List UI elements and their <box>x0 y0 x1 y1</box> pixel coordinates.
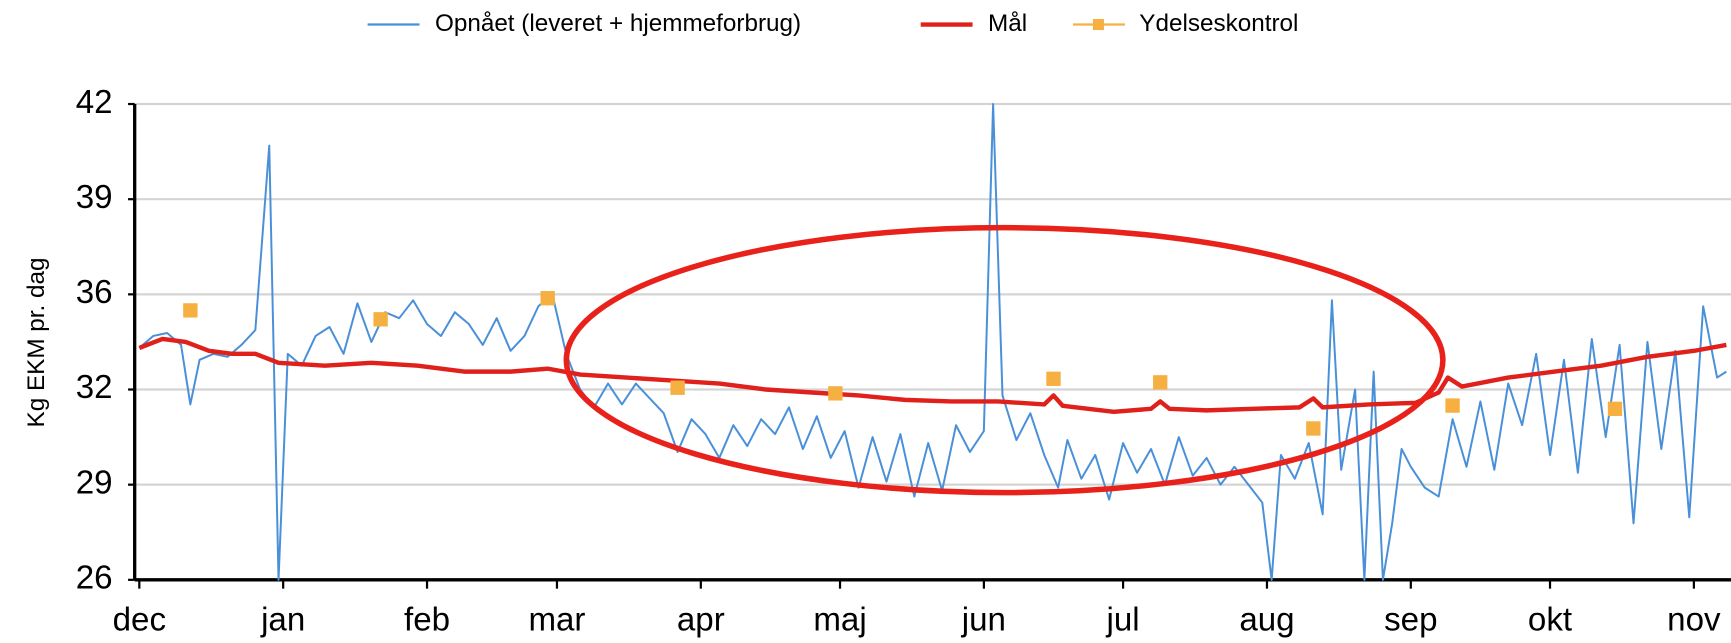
y-tick-label: 42 <box>76 84 113 121</box>
highlight-ellipse <box>563 224 1446 496</box>
marker <box>670 380 685 395</box>
marker <box>540 291 555 306</box>
x-tick-label: maj <box>813 602 866 639</box>
marker <box>183 303 198 318</box>
y-axis-label: Kg EKM pr. dag <box>23 257 50 427</box>
marker <box>828 386 843 401</box>
y-tick-label: 26 <box>76 560 113 597</box>
x-tick-label: feb <box>404 602 450 639</box>
marker <box>373 312 388 327</box>
x-tick-label: aug <box>1239 602 1294 639</box>
marker <box>1306 421 1321 436</box>
y-tick-label: 36 <box>76 274 113 311</box>
x-tick-label: nov <box>1667 602 1721 639</box>
x-tick-label: mar <box>528 602 585 639</box>
x-tick-label: jun <box>961 602 1006 639</box>
y-tick-label: 32 <box>76 369 113 406</box>
series-line <box>138 103 1727 581</box>
marker <box>1607 401 1623 417</box>
x-tick-label: apr <box>677 602 725 639</box>
legend-label: Ydelseskontrol <box>1139 10 1298 37</box>
x-tick-label: dec <box>113 602 166 639</box>
marker <box>1445 398 1460 413</box>
marker <box>1153 375 1168 390</box>
y-tick-label: 29 <box>76 464 113 501</box>
legend-label: Mål <box>988 10 1027 37</box>
x-tick-label: sep <box>1384 602 1437 639</box>
legend-marker <box>1092 19 1104 31</box>
series-line <box>138 336 1727 415</box>
marker <box>1046 371 1061 386</box>
x-tick-label: okt <box>1528 602 1572 639</box>
legend-label: Opnået (leveret + hjemmeforbrug) <box>435 10 801 37</box>
y-tick-label: 39 <box>76 179 113 216</box>
x-tick-label: jul <box>1106 602 1140 639</box>
x-tick-label: jan <box>260 602 305 639</box>
